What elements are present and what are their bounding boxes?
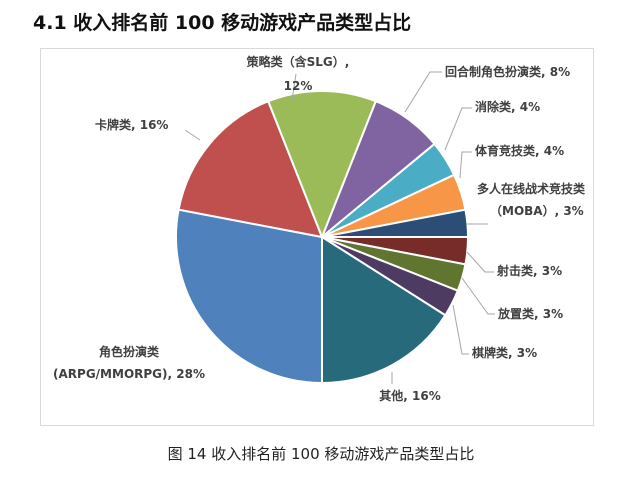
pie-slice	[175, 208, 323, 385]
data-label: 放置类, 3%	[497, 306, 563, 321]
data-label: 其他, 16%	[379, 388, 440, 403]
leader-line	[404, 71, 442, 113]
leader-line	[461, 277, 495, 315]
pie-slice	[321, 235, 447, 385]
data-label: 体育竞技类, 4%	[475, 143, 564, 158]
data-label: 棋牌类, 3%	[472, 345, 537, 360]
data-label: 策略类（含SLG）,	[247, 54, 350, 69]
pie-slice	[266, 90, 378, 240]
chart-frame	[40, 48, 594, 426]
data-label: 消除类, 4%	[475, 99, 540, 114]
leader-line	[459, 151, 472, 179]
data-label: （MOBA）, 3%	[490, 203, 584, 218]
data-label: 角色扮演类	[99, 344, 160, 359]
leader-line	[291, 73, 297, 101]
data-label: 多人在线战术竞技类	[477, 181, 586, 196]
pie-slice	[177, 99, 324, 239]
leader-line	[452, 304, 469, 355]
data-label: 12%	[284, 79, 313, 93]
data-label: (ARPG/MMORPG), 28%	[53, 367, 205, 381]
leader-line	[184, 129, 201, 141]
data-label: 卡牌类, 16%	[95, 117, 168, 132]
leader-line	[444, 107, 472, 151]
data-label: 射击类, 3%	[496, 263, 562, 278]
section-heading: 4.1 收入排名前 100 移动游戏产品类型占比	[33, 12, 412, 34]
leader-line	[466, 251, 494, 273]
data-label: 回合制角色扮演类, 8%	[445, 64, 570, 79]
figure-caption: 图 14 收入排名前 100 移动游戏产品类型占比	[167, 445, 475, 463]
